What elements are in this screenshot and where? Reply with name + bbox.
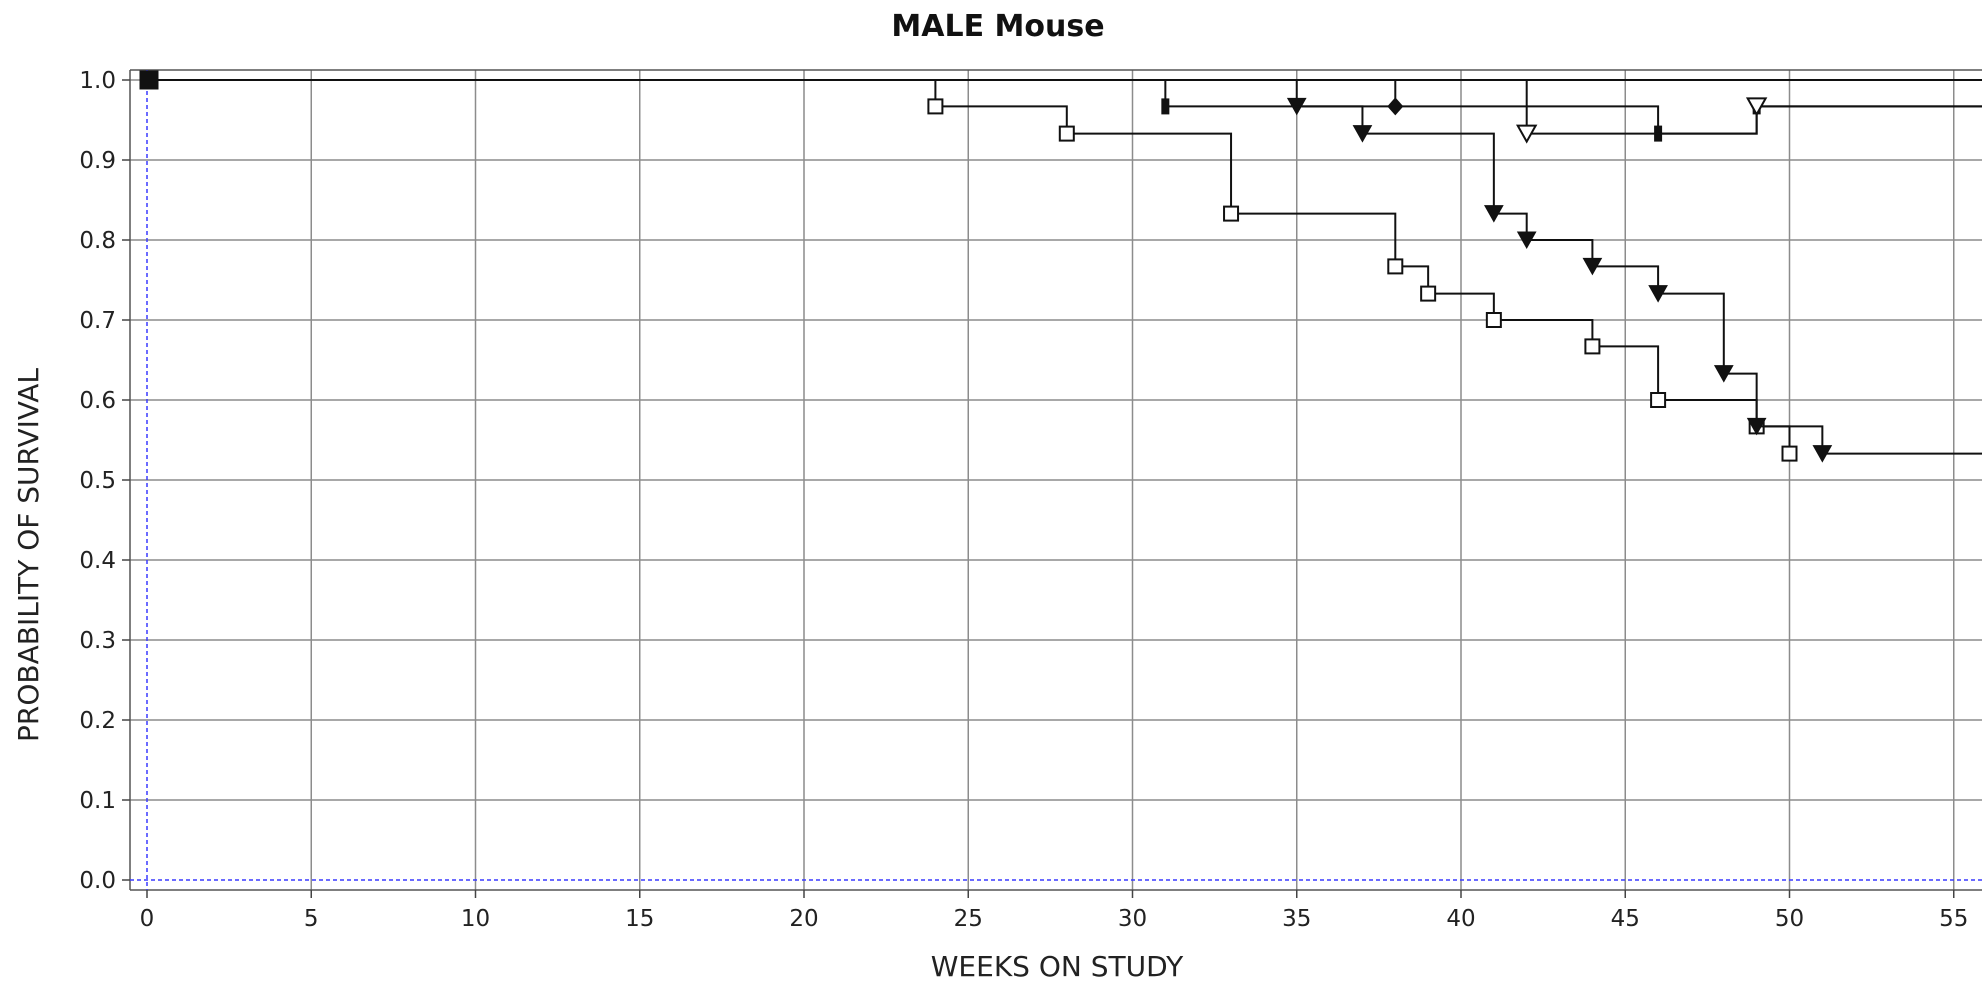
step-line (147, 79, 1982, 455)
filled-triangle-marker (1352, 125, 1373, 143)
open-triangle-marker (1515, 124, 1538, 144)
filled-triangle-marker (1812, 445, 1833, 463)
y-axis-title: PROBABILITY OF SURVIVAL (12, 368, 45, 742)
open-square-marker (1485, 312, 1502, 328)
filled-diamond-marker (1387, 97, 1404, 116)
x-tick-label: 40 (1446, 906, 1475, 932)
y-tick-label: 0.2 (79, 708, 116, 734)
y-tick-label: 0.8 (79, 228, 116, 254)
x-tick-label: 55 (1939, 906, 1968, 932)
plot-frame (129, 69, 1982, 891)
open-triangle-marker (1745, 97, 1768, 117)
y-axis-ticks: 0.0 0.1 0.2 0.3 0.4 0.5 0.6 0.7 0.8 0.9 1.0 (79, 68, 130, 894)
x-tick-label: 50 (1775, 906, 1804, 932)
y-tick-label: 0.9 (79, 148, 116, 174)
y-tick-label: 0.4 (79, 548, 116, 574)
x-tick-label: 20 (789, 906, 818, 932)
open-square-marker (1781, 445, 1798, 462)
y-tick-label: 1.0 (79, 68, 116, 94)
open-square-marker (927, 98, 944, 115)
x-tick-label: 5 (304, 906, 319, 932)
open-square-marker (1387, 258, 1404, 275)
filled-triangle-marker (1516, 231, 1537, 250)
y-tick-label: 0.3 (79, 628, 116, 654)
open-square-marker (1223, 205, 1240, 222)
filled-triangle-marker (1582, 257, 1603, 276)
x-tick-label: 0 (140, 906, 155, 932)
y-tick-label: 0.0 (79, 868, 116, 894)
y-tick-label: 0.7 (79, 308, 116, 334)
chart-title: MALE Mouse (891, 9, 1104, 44)
x-axis-ticks: 0 5 10 15 20 25 30 35 40 45 50 55 (140, 890, 1968, 932)
open-square-marker (1584, 338, 1601, 355)
series-filled-triangle-down (147, 79, 1982, 463)
x-tick-label: 45 (1611, 906, 1640, 932)
step-line (147, 79, 1397, 107)
filled-triangle-marker (1648, 285, 1668, 303)
series-open-square (147, 79, 1798, 462)
filled-triangle-marker (1483, 205, 1504, 223)
series-layer (139, 70, 1982, 463)
filled-triangle-marker (1713, 365, 1734, 383)
x-tick-label: 30 (1118, 906, 1147, 932)
y-tick-label: 0.6 (79, 388, 116, 414)
x-tick-label: 25 (954, 906, 983, 932)
open-square-marker (1058, 125, 1075, 142)
y-tick-label: 0.5 (79, 468, 116, 494)
y-tick-label: 0.1 (79, 788, 116, 814)
x-tick-label: 35 (1282, 906, 1311, 932)
filled-triangle-marker (1746, 417, 1767, 436)
series-filled-diamond (147, 79, 1404, 116)
series-filled-square (139, 70, 1982, 90)
open-square-marker (1650, 392, 1667, 408)
x-tick-label: 15 (625, 906, 654, 932)
filled-square-marker (139, 70, 159, 90)
x-axis-title: WEEKS ON STUDY (931, 950, 1184, 981)
open-square-marker (1420, 285, 1437, 302)
filled-bar-marker (1161, 98, 1170, 115)
x-tick-label: 10 (461, 906, 490, 932)
grid (130, 70, 1982, 890)
